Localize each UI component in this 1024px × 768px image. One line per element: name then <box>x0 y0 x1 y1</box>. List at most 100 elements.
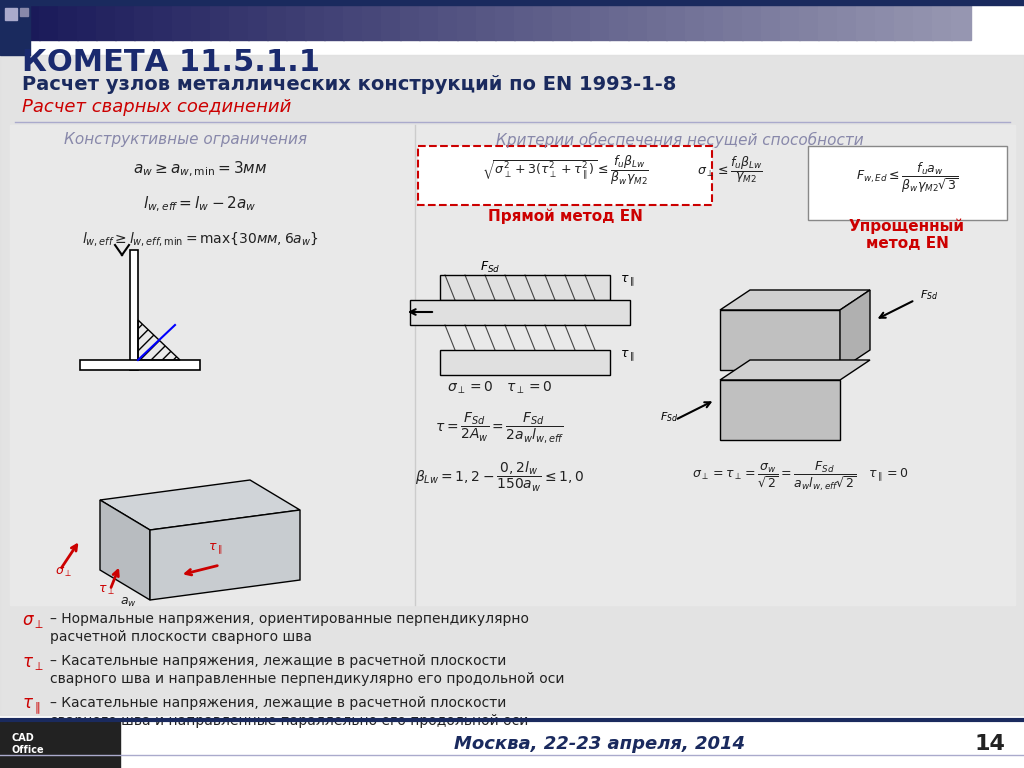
Bar <box>267 5 287 40</box>
Text: $\boldsymbol{\sigma_\perp}$: $\boldsymbol{\sigma_\perp}$ <box>22 612 44 630</box>
Bar <box>419 5 439 40</box>
Bar <box>305 5 325 40</box>
FancyBboxPatch shape <box>418 146 712 205</box>
Text: – Нормальные напряжения, ориентированные перпендикулярно: – Нормальные напряжения, ориентированные… <box>50 612 529 626</box>
Text: $\tau_\parallel$: $\tau_\parallel$ <box>620 348 635 363</box>
Bar <box>0 0 1024 5</box>
FancyBboxPatch shape <box>808 146 1007 220</box>
Bar <box>874 5 895 40</box>
Bar <box>780 5 800 40</box>
Bar <box>248 5 268 40</box>
Bar <box>837 5 857 40</box>
Bar <box>476 5 496 40</box>
Bar <box>0 55 1024 715</box>
Bar <box>761 5 781 40</box>
Bar <box>894 5 914 40</box>
Text: $l_{w,eff} = l_w - 2a_w$: $l_{w,eff} = l_w - 2a_w$ <box>143 195 257 214</box>
Bar <box>153 5 173 40</box>
Bar <box>96 5 116 40</box>
Bar <box>381 5 401 40</box>
Bar <box>440 275 610 300</box>
Bar <box>457 5 477 40</box>
Text: $\boldsymbol{\tau_\perp}$: $\boldsymbol{\tau_\perp}$ <box>22 654 44 672</box>
Bar <box>705 5 724 40</box>
Text: $\tau = \dfrac{F_{Sd}}{2A_w} = \dfrac{F_{Sd}}{2a_w l_{w,eff}}$: $\tau = \dfrac{F_{Sd}}{2A_w} = \dfrac{F_… <box>435 410 564 445</box>
Text: $F_{Sd}$: $F_{Sd}$ <box>660 410 678 424</box>
Bar <box>742 5 762 40</box>
Bar <box>77 5 97 40</box>
Text: $a_w$: $a_w$ <box>120 596 137 609</box>
Bar <box>20 8 28 16</box>
Bar <box>58 5 78 40</box>
Text: $\beta_{Lw} = 1,2 - \dfrac{0,2l_w}{150a_w} \leq 1,0$: $\beta_{Lw} = 1,2 - \dfrac{0,2l_w}{150a_… <box>416 460 585 494</box>
Polygon shape <box>720 310 840 370</box>
Text: Прямой метод EN: Прямой метод EN <box>487 208 642 223</box>
Text: расчетной плоскости сварного шва: расчетной плоскости сварного шва <box>50 630 312 644</box>
Text: сварного шва и направленные перпендикулярно его продольной оси: сварного шва и направленные перпендикуля… <box>50 672 564 686</box>
Bar <box>20 5 40 40</box>
Bar <box>590 5 610 40</box>
Bar <box>0 755 1024 768</box>
Text: 14: 14 <box>975 734 1006 754</box>
Bar <box>130 250 138 370</box>
Bar <box>723 5 743 40</box>
Text: $l_{w,eff} \geq l_{w,eff,\min} = \max\{30мм, 6a_w\}$: $l_{w,eff} \geq l_{w,eff,\min} = \max\{3… <box>82 230 318 248</box>
Bar <box>495 5 515 40</box>
Polygon shape <box>720 290 870 310</box>
Bar <box>0 720 120 768</box>
Bar <box>410 300 630 325</box>
Text: $\boldsymbol{\tau_\parallel}$: $\boldsymbol{\tau_\parallel}$ <box>22 696 41 716</box>
Text: Конструктивные ограничения: Конструктивные ограничения <box>63 132 306 147</box>
Bar <box>0 0 30 55</box>
Bar <box>362 5 382 40</box>
Polygon shape <box>720 360 870 380</box>
Bar <box>440 350 610 375</box>
Text: $\tau_\parallel$: $\tau_\parallel$ <box>620 273 635 288</box>
Text: $\sigma_\perp$: $\sigma_\perp$ <box>55 566 73 579</box>
Text: $\sigma_\perp = \tau_\perp = \dfrac{\sigma_w}{\sqrt{2}} = \dfrac{F_{Sd}}{a_w l_{: $\sigma_\perp = \tau_\perp = \dfrac{\sig… <box>691 460 908 494</box>
Bar <box>420 720 1024 768</box>
Text: КОМЕТА 11.5.1.1: КОМЕТА 11.5.1.1 <box>22 48 319 77</box>
Bar <box>856 5 876 40</box>
Bar <box>39 5 59 40</box>
Text: $\tau_\perp$: $\tau_\perp$ <box>98 584 115 597</box>
Bar <box>799 5 819 40</box>
Bar <box>172 5 193 40</box>
Text: Расчет узлов металлических конструкций по EN 1993-1-8: Расчет узлов металлических конструкций п… <box>22 75 677 94</box>
Polygon shape <box>150 510 300 600</box>
Bar <box>0 720 420 768</box>
Bar <box>913 5 933 40</box>
Bar <box>818 5 838 40</box>
Text: Москва, 22-23 апреля, 2014: Москва, 22-23 апреля, 2014 <box>455 735 745 753</box>
Bar <box>685 5 705 40</box>
Text: $\sigma_\perp \leq \dfrac{f_u\beta_{Lw}}{\gamma_{M2}}$: $\sigma_\perp \leq \dfrac{f_u\beta_{Lw}}… <box>697 154 763 185</box>
Bar <box>438 5 458 40</box>
Bar <box>571 5 591 40</box>
Text: CAD
Office: CAD Office <box>12 733 45 755</box>
Text: $F_{Sd}$: $F_{Sd}$ <box>480 260 500 275</box>
Text: $a_w \geq a_{w,\min} = 3мм$: $a_w \geq a_{w,\min} = 3мм$ <box>133 160 267 179</box>
Bar <box>229 5 249 40</box>
Bar <box>552 5 572 40</box>
Text: $F_{Sd}$: $F_{Sd}$ <box>920 288 938 302</box>
Polygon shape <box>100 500 150 600</box>
Text: сварного шва и направленные параллельно его продольной оси: сварного шва и направленные параллельно … <box>50 714 528 728</box>
Bar <box>286 5 306 40</box>
Text: – Касательные напряжения, лежащие в расчетной плоскости: – Касательные напряжения, лежащие в расч… <box>50 696 507 710</box>
Bar <box>10 125 1015 605</box>
Text: $\sigma_\perp = 0 \quad \tau_\perp = 0$: $\sigma_\perp = 0 \quad \tau_\perp = 0$ <box>447 380 553 396</box>
Bar <box>115 5 135 40</box>
Text: – Касательные напряжения, лежащие в расчетной плоскости: – Касательные напряжения, лежащие в расч… <box>50 654 507 668</box>
Bar <box>647 5 667 40</box>
Bar <box>609 5 629 40</box>
Text: $F_{w,Ed} \leq \dfrac{f_u a_w}{\beta_w\gamma_{M2}\sqrt{3}}$: $F_{w,Ed} \leq \dfrac{f_u a_w}{\beta_w\g… <box>855 161 958 195</box>
Bar <box>0 55 1024 715</box>
Bar <box>400 5 420 40</box>
Bar <box>191 5 211 40</box>
Bar <box>666 5 686 40</box>
Bar <box>134 5 154 40</box>
Bar <box>932 5 952 40</box>
Bar <box>628 5 648 40</box>
Bar <box>324 5 344 40</box>
Polygon shape <box>840 290 870 370</box>
